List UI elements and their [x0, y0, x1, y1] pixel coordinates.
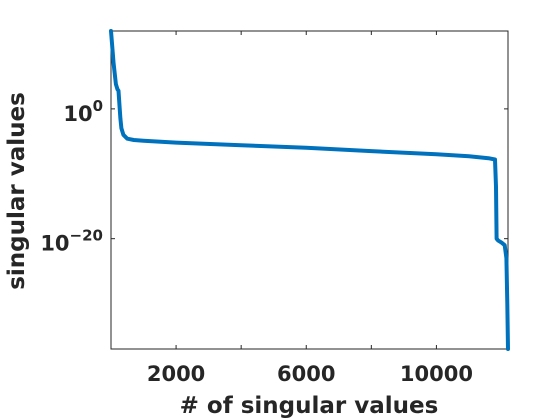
x-tick-label: 2000	[147, 362, 205, 386]
y-axis-label: singular values	[4, 92, 30, 290]
series-line-1	[109, 29, 510, 351]
plot-area	[109, 29, 510, 351]
x-tick-label: 6000	[277, 362, 335, 386]
plot-box	[110, 30, 509, 350]
x-axis-label: # of singular values	[180, 393, 439, 419]
x-tick-label: 10000	[400, 362, 473, 386]
y-tick-label: 10−20	[40, 227, 103, 256]
y-axis-ticks: 100 10−20	[40, 97, 508, 256]
y-tick-label: 100	[63, 97, 103, 126]
x-axis-ticks: 2000 6000 10000	[147, 31, 473, 386]
